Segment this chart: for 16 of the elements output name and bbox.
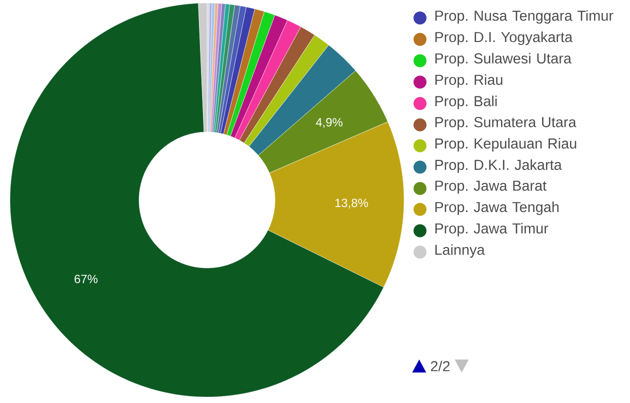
legend-label: Prop. Bali: [435, 96, 497, 110]
legend-label: Lainnya: [435, 244, 485, 258]
legend-label: Prop. Kepulauan Riau: [435, 138, 576, 152]
data-label: 67%: [74, 274, 98, 284]
legend-label: Prop. D.K.I. Jakarta: [435, 159, 562, 173]
legend-label: Prop. Sulawesi Utara: [435, 52, 572, 66]
legend-label: Prop. Nusa Tenggara Timur: [435, 10, 614, 24]
data-label: 4,9%: [316, 118, 342, 128]
legend-label: Prop. D.I. Yogyakarta: [435, 32, 573, 46]
legend-label: Prop. Jawa Timur: [435, 222, 548, 236]
text: 2/2: [430, 360, 450, 372]
legend-label: Prop. Jawa Barat: [435, 180, 546, 194]
legend-label: Prop. Riau: [435, 74, 502, 88]
data-label: 13,8%: [335, 198, 368, 209]
legend-label: Prop. Jawa Tengah: [435, 202, 559, 216]
legend-label: Prop. Sumatera Utara: [435, 117, 576, 130]
